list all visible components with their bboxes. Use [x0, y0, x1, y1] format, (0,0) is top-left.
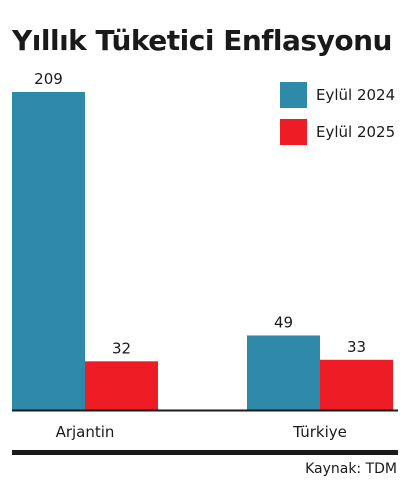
bar-trkiye-1 — [320, 359, 393, 410]
legend-swatch-2024 — [280, 82, 307, 108]
legend-swatch-2025 — [280, 119, 307, 145]
bars-group — [12, 92, 393, 410]
legend-label-2024: Eylül 2024 — [316, 86, 396, 104]
value-label: 49 — [274, 313, 293, 331]
value-label: 33 — [347, 338, 366, 356]
category-label: Türkiye — [292, 423, 347, 441]
value-label: 32 — [112, 339, 131, 357]
source-note: Kaynak: TDM — [305, 461, 397, 477]
bar-arjantin-0 — [12, 92, 85, 410]
bar-trkiye-0 — [247, 335, 320, 410]
category-labels-group: Arjantin Türkiye — [56, 423, 347, 441]
bar-arjantin-1 — [85, 361, 158, 410]
source-divider — [12, 450, 398, 455]
value-label: 209 — [34, 70, 63, 88]
value-labels-group: 209 32 49 33 — [34, 70, 366, 357]
category-label: Arjantin — [56, 423, 115, 441]
legend-label-2025: Eylül 2025 — [316, 123, 396, 141]
chart-title: Yıllık Tüketici Enflasyonu — [12, 24, 392, 57]
